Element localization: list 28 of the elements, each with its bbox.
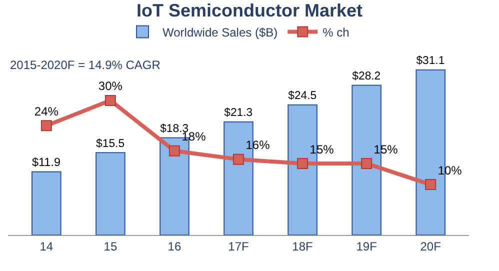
x-tick-label: 18F [292,239,313,254]
legend-label: % ch [322,25,350,40]
legend-label: Worldwide Sales ($B) [162,25,278,40]
x-tick-label: 16 [168,239,182,254]
point [425,179,436,190]
point [361,158,372,170]
x-tick-label: 20F [420,239,441,254]
data-label: $31.1 [416,54,445,67]
data-label: $21.3 [224,107,253,120]
bar [32,171,62,235]
data-label: 30% [98,79,123,94]
x-tick-label: 19F [356,239,377,254]
data-label: $15.5 [96,138,125,150]
data-label: $28.2 [352,70,381,82]
x-tick-label: 17F [228,239,249,254]
chart-title: IoT Semiconductor Market [136,0,363,21]
bar [96,152,126,235]
point [297,158,308,170]
point [233,154,244,165]
x-tick-label: 14 [40,239,54,254]
data-label: $11.9 [32,156,60,169]
point [168,145,180,156]
point [104,94,116,106]
data-label: 24% [34,104,59,118]
data-label: $24.5 [288,90,317,102]
point [40,120,52,132]
annotation: 2015-2020F = 14.9% CAGR [10,58,161,72]
x-tick-label: 15 [104,239,118,254]
